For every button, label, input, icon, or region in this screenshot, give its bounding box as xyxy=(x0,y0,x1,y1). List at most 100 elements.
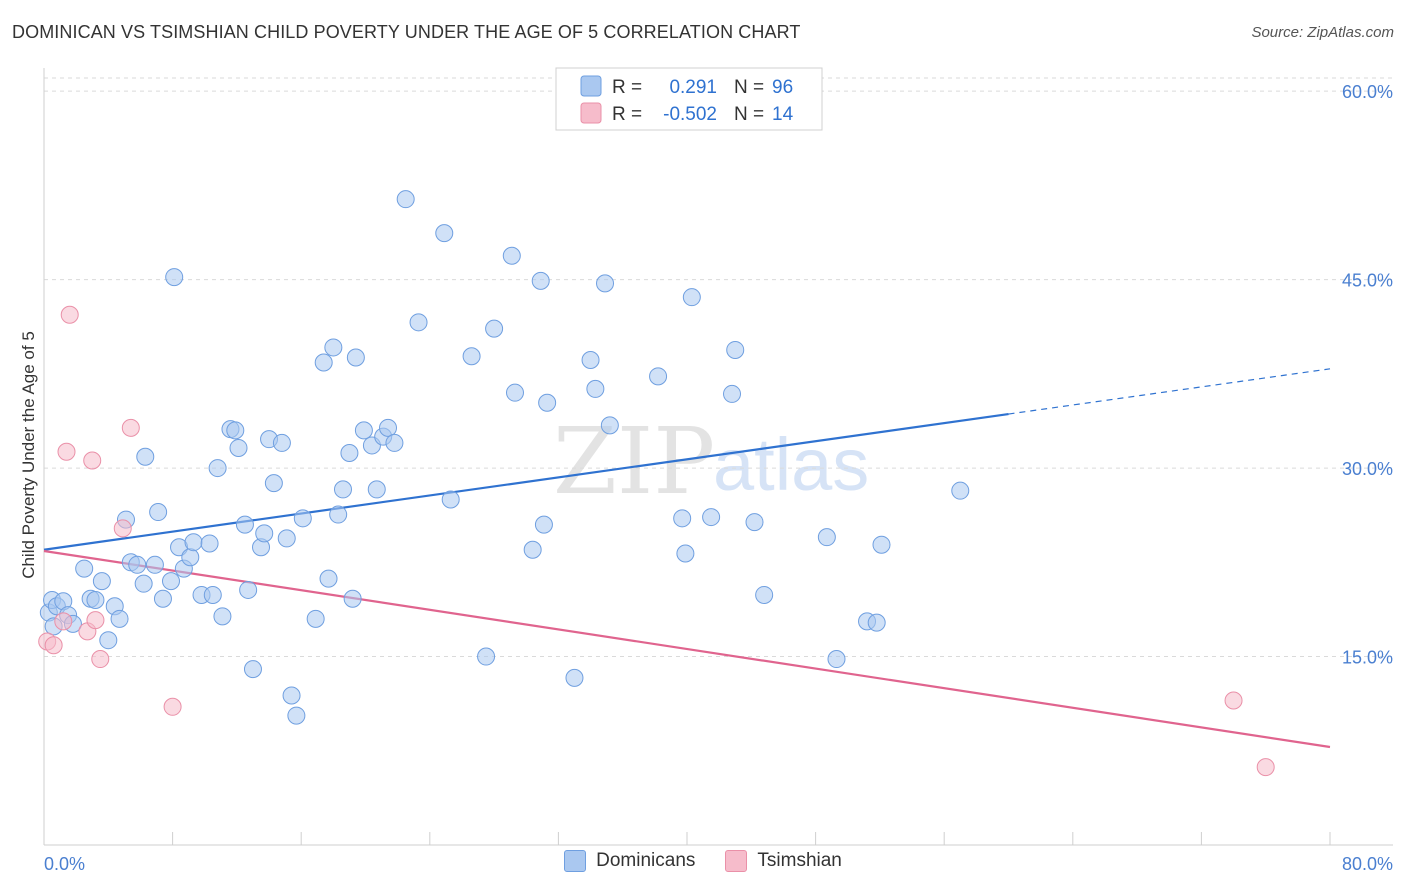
data-points xyxy=(38,190,1275,777)
legend-swatch-dominicans-bottom xyxy=(564,850,587,872)
legend-swatch-tsimshian xyxy=(580,102,602,124)
dominican-point xyxy=(243,660,262,679)
dominican-point xyxy=(682,288,701,307)
tsimshian-point xyxy=(60,305,79,324)
dominican-point xyxy=(340,443,359,462)
tsimshian-trend-line xyxy=(43,549,1331,749)
dominican-point xyxy=(367,480,386,499)
y-tick-label-15: 15.0% xyxy=(1342,648,1393,668)
series-legend: Dominicans Tsimshian xyxy=(0,850,1406,872)
axes xyxy=(43,68,1393,846)
tsimshian-point xyxy=(83,451,102,470)
dominican-point xyxy=(208,459,227,478)
dominican-point xyxy=(306,609,325,628)
dominican-point xyxy=(92,572,111,591)
legend-r-value-dominicans: 0.291 xyxy=(669,77,717,98)
dominican-point xyxy=(596,274,615,293)
tsimshian-point xyxy=(91,650,110,669)
dominican-point xyxy=(293,509,312,528)
x-tick-label-max: 80.0% xyxy=(1342,854,1393,874)
dominican-point xyxy=(165,268,184,287)
dominican-point xyxy=(99,631,118,650)
dominican-point xyxy=(396,190,415,209)
dominican-point xyxy=(531,271,550,290)
y-tick-labels: 15.0% 30.0% 45.0% 60.0% xyxy=(1342,82,1393,667)
dominican-point xyxy=(329,505,348,524)
source-label: Source: ZipAtlas.com xyxy=(1251,24,1394,41)
dominican-point xyxy=(565,668,584,687)
dominican-point xyxy=(235,515,254,534)
x-tick-label-min: 0.0% xyxy=(44,854,85,874)
legend-r-label-1: R = xyxy=(612,77,642,98)
dominican-point xyxy=(277,529,296,548)
dominican-point xyxy=(324,338,343,357)
tsimshian-point xyxy=(86,611,105,630)
dominican-point xyxy=(462,347,481,366)
legend-item-tsimshian[interactable]: Tsimshian xyxy=(725,850,842,872)
dominican-point xyxy=(255,524,274,543)
trend-lines xyxy=(43,368,1331,749)
dominican-point xyxy=(145,555,164,574)
dominican-point xyxy=(203,585,222,604)
dominican-point xyxy=(153,589,172,608)
dominican-point xyxy=(110,609,129,628)
dominican-point xyxy=(676,544,695,563)
dominican-point xyxy=(523,540,542,559)
tsimshian-point xyxy=(121,418,140,437)
tsimshian-point xyxy=(54,612,73,631)
dominican-point xyxy=(600,416,619,435)
legend-label-dominicans: Dominicans xyxy=(596,850,696,871)
dominican-point xyxy=(581,351,600,370)
dominican-point xyxy=(272,433,291,452)
tsimshian-point xyxy=(163,697,182,716)
x-tick-labels: 0.0% 80.0% xyxy=(44,854,1393,874)
correlation-legend: R = 0.291 N = 96 R = -0.502 N = 14 xyxy=(555,67,823,131)
legend-swatch-tsimshian-bottom xyxy=(725,850,748,872)
dominican-point xyxy=(726,340,745,359)
watermark-zip: ZIP xyxy=(553,408,715,515)
dominican-point xyxy=(745,513,764,532)
dominican-point xyxy=(586,379,605,398)
dominican-point xyxy=(86,590,105,609)
dominican-point xyxy=(441,490,460,509)
tsimshian-point xyxy=(57,442,76,461)
dominican-point xyxy=(128,555,147,574)
dominican-point xyxy=(485,319,504,338)
tsimshian-point xyxy=(113,519,132,538)
dominican-point xyxy=(673,509,692,528)
dominican-point xyxy=(435,224,454,243)
dominican-point xyxy=(343,589,362,608)
dominican-point xyxy=(867,613,886,632)
dominican-point xyxy=(872,535,891,554)
dominican-point xyxy=(229,438,248,457)
legend-swatch-dominicans xyxy=(580,75,602,97)
dominican-point xyxy=(723,384,742,403)
dominican-point xyxy=(282,686,301,705)
dominican-point xyxy=(319,569,338,588)
dominican-point xyxy=(184,533,203,552)
dominican-point xyxy=(134,574,153,593)
dominicans-trend-line xyxy=(43,412,1009,551)
legend-label-tsimshian: Tsimshian xyxy=(757,850,842,871)
legend-item-dominicans[interactable]: Dominicans xyxy=(564,850,695,872)
dominican-point xyxy=(75,559,94,578)
dominican-point xyxy=(477,647,496,666)
dominican-point xyxy=(136,447,155,466)
dominican-point xyxy=(333,480,352,499)
dominican-point xyxy=(502,246,521,265)
legend-n-value-dominicans: 96 xyxy=(772,77,793,98)
dominican-point xyxy=(161,572,180,591)
y-tick-label-45: 45.0% xyxy=(1342,271,1393,291)
y-tick-label-30: 30.0% xyxy=(1342,459,1393,479)
legend-n-value-tsimshian: 14 xyxy=(772,104,794,125)
dominican-point xyxy=(951,481,970,500)
dominican-point xyxy=(264,474,283,493)
dominican-point xyxy=(538,393,557,412)
dominican-point xyxy=(817,528,836,547)
dominican-point xyxy=(149,503,168,522)
dominicans-trend-extension xyxy=(1008,368,1331,415)
dominican-point xyxy=(200,534,219,553)
dominican-point xyxy=(827,650,846,669)
dominican-point xyxy=(702,508,721,527)
